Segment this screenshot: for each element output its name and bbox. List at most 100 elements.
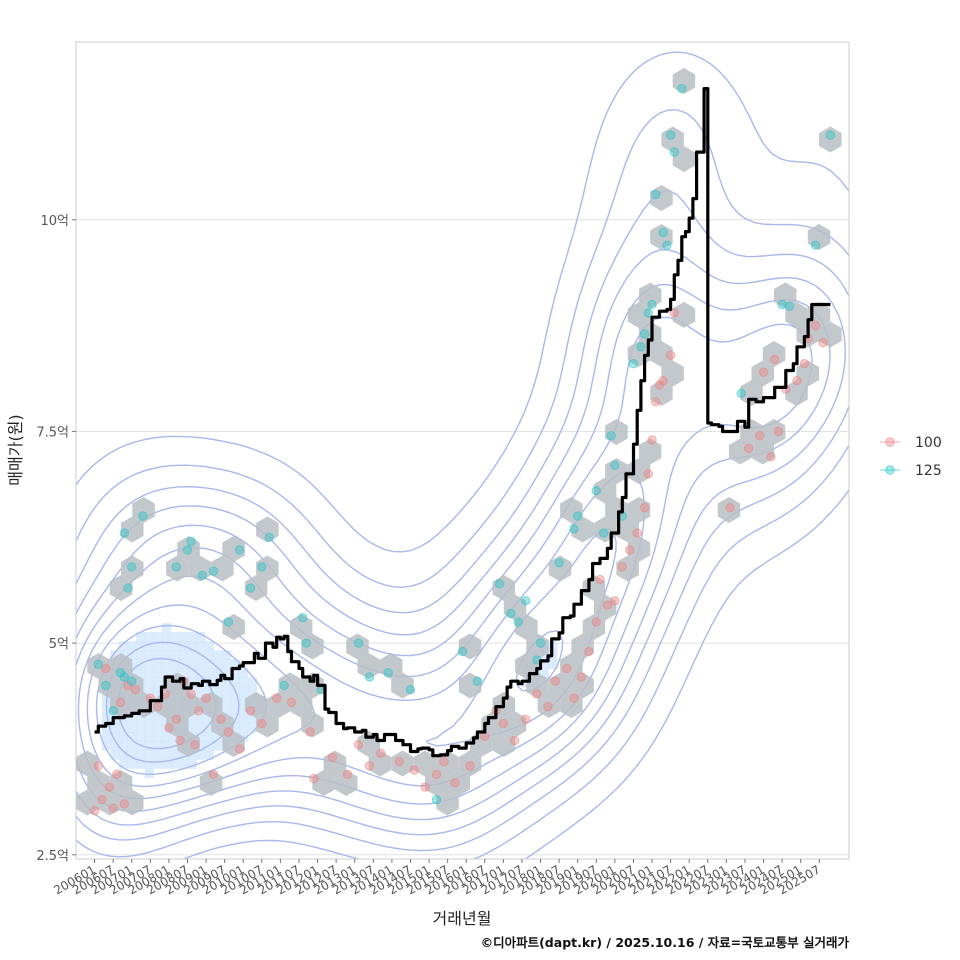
scatter-point-125 — [264, 532, 274, 542]
hexbin-cell — [560, 497, 583, 523]
scatter-point-125 — [591, 486, 601, 496]
hexbin-cell — [560, 692, 583, 718]
hexbin-cell — [199, 692, 223, 718]
legend-label: 100 — [915, 435, 942, 451]
density-contour — [76, 51, 849, 859]
scatter-point-125 — [208, 566, 219, 576]
scatter-point-100 — [439, 756, 449, 767]
scatter-point-100 — [595, 574, 605, 585]
scatter-point-100 — [818, 337, 828, 348]
hexbin-cell — [458, 672, 482, 699]
scatter-point-125 — [647, 299, 657, 310]
scatter-point-100 — [190, 740, 200, 750]
hexbin-cell — [109, 653, 133, 679]
density-fill-cell — [196, 659, 206, 669]
y-tick-label: 2.5억 — [36, 849, 69, 864]
scatter-point-125 — [301, 638, 312, 648]
scatter-point-100 — [353, 740, 364, 750]
density-fill-cell — [247, 713, 257, 724]
hexbin-cell — [537, 692, 561, 718]
scatter-point-100 — [101, 663, 111, 674]
density-fill-cell — [187, 650, 197, 660]
hexbin-cell — [503, 711, 527, 738]
scatter-point-100 — [431, 769, 442, 780]
scatter-point-100 — [286, 697, 297, 708]
density-fill-cell — [204, 641, 215, 651]
density-fill-cell — [179, 750, 189, 760]
density-fill-cell — [170, 650, 180, 660]
scatter-point-100 — [743, 443, 754, 454]
hexbin-cell — [391, 672, 414, 699]
density-fill-cell — [144, 668, 154, 679]
scatter-point-125 — [127, 562, 137, 572]
scatter-point-125 — [279, 680, 289, 691]
hexbin-cell — [638, 438, 662, 465]
legend-label: 125 — [915, 463, 942, 479]
y-tick-label: 7.5억 — [36, 425, 69, 440]
hexbin-cell — [109, 770, 133, 796]
scatter-point-100 — [342, 769, 352, 780]
scatter-point-100 — [309, 773, 319, 784]
scatter-point-125 — [119, 528, 130, 538]
chart-caption: ©디아파트(dapt.kr) / 2025.10.16 / 자료=국토교통부 실… — [481, 935, 850, 950]
scatter-point-100 — [201, 693, 211, 703]
density-fill-cell — [136, 731, 146, 742]
scatter-point-100 — [643, 469, 654, 479]
hexbin-cell — [368, 750, 392, 777]
density-fill-cell — [136, 641, 146, 651]
hexbin-cell — [571, 672, 594, 699]
density-fill-cell — [110, 650, 120, 660]
scatter-point-125 — [825, 130, 836, 140]
scatter-point-100 — [376, 748, 386, 758]
scatter-point-100 — [93, 761, 103, 771]
density-fill-cell — [187, 641, 197, 651]
density-fill-cell — [170, 668, 180, 679]
scatter-point-125 — [736, 388, 746, 399]
density-fill-cell — [204, 659, 215, 669]
density-fill-cell — [196, 750, 206, 760]
scatter-point-100 — [216, 714, 226, 725]
density-fill-cell — [127, 650, 137, 660]
density-fill-cell — [247, 677, 257, 688]
density-fill-cell — [196, 722, 206, 733]
density-fill-cell — [144, 650, 154, 660]
hexbin-cell — [177, 536, 200, 562]
density-fill-cell — [222, 677, 232, 688]
density-fill-cell — [196, 632, 206, 642]
density-fill-cell — [239, 686, 249, 697]
scatter-point-125 — [810, 240, 821, 250]
density-fill-cell — [204, 731, 215, 742]
density-fill-cell — [153, 650, 163, 660]
scatter-point-125 — [506, 608, 516, 619]
hexbin-cell — [638, 321, 662, 348]
scatter-point-100 — [119, 799, 130, 809]
y-tick-label: 10억 — [40, 214, 69, 229]
density-fill-cell — [204, 668, 215, 679]
density-fill-cell — [144, 641, 154, 651]
trend-line — [94, 87, 831, 758]
density-fill-cell — [204, 650, 215, 660]
scatter-point-125 — [138, 511, 148, 521]
scatter-point-125 — [257, 562, 267, 572]
density-fill-cell — [153, 722, 163, 733]
hexbin-cell — [222, 614, 245, 640]
hexbin-cell — [650, 185, 673, 211]
hexbin-cell — [121, 789, 144, 816]
hexbin-cell — [503, 594, 527, 621]
scatter-point-125 — [677, 83, 687, 94]
legend-key-point — [885, 465, 895, 475]
scatter-point-125 — [101, 680, 111, 691]
hexbin-cell — [616, 555, 639, 582]
hexbin-cell — [289, 614, 313, 640]
density-fill-cell — [170, 759, 180, 769]
density-fill-cell — [204, 750, 215, 760]
density-fill-cell — [144, 659, 154, 669]
scatter-point-100 — [639, 502, 650, 513]
density-contour — [76, 189, 849, 858]
density-fill-cell — [170, 659, 180, 669]
density-fill-cell — [127, 740, 137, 751]
scatter-point-125 — [353, 638, 364, 648]
density-fill-cell — [101, 740, 111, 751]
density-fill-cell — [213, 731, 223, 742]
density-fill-cell — [144, 740, 154, 751]
